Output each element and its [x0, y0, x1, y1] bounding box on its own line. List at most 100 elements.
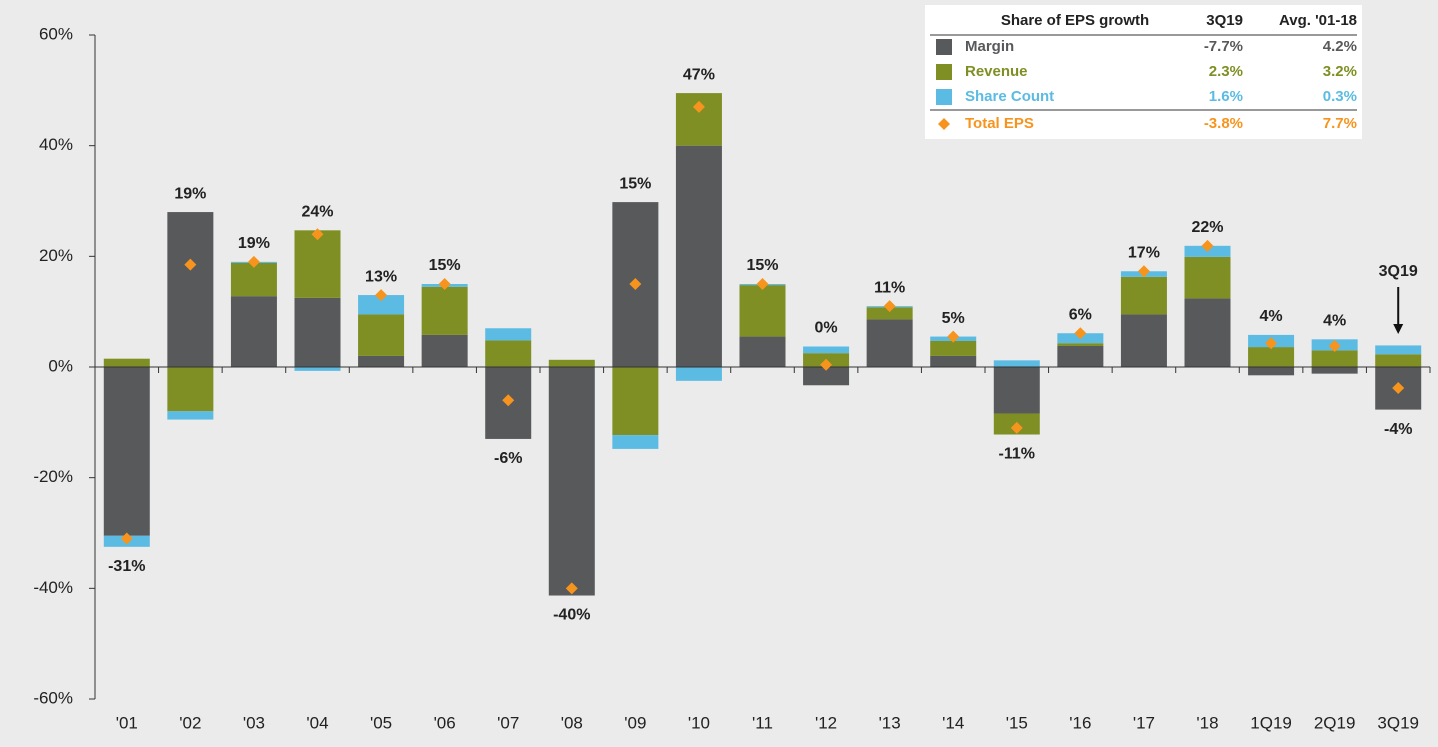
total-marker	[247, 255, 260, 268]
bar-segment	[167, 212, 214, 367]
x-tick-label: '09	[624, 713, 646, 732]
bar-segment	[167, 411, 214, 420]
data-label: 15%	[619, 175, 651, 192]
bar-segment	[1375, 345, 1422, 355]
table-value: 4.2%	[1323, 38, 1357, 55]
total-marker	[438, 278, 451, 290]
bar-segment	[230, 262, 277, 297]
y-tick-label: -20%	[33, 467, 73, 486]
bar-segment	[294, 230, 341, 298]
x-tick-label: '11	[752, 713, 773, 732]
bar-segment	[485, 328, 532, 341]
x-tick-label: '13	[879, 713, 901, 732]
y-tick-label: -40%	[33, 578, 73, 597]
data-label: -11%	[999, 446, 1035, 463]
data-label: -31%	[108, 558, 145, 575]
y-tick-label: 20%	[39, 246, 73, 265]
x-tick-label: 3Q19	[1377, 713, 1419, 732]
data-label: 13%	[365, 268, 397, 285]
table-value: 3.2%	[1323, 63, 1357, 80]
bar-segment	[612, 435, 659, 449]
x-tick-label: '18	[1196, 713, 1218, 732]
total-marker	[756, 278, 769, 290]
total-marker	[947, 330, 960, 343]
data-label: 0%	[815, 320, 838, 337]
y-tick-label: 0%	[48, 356, 73, 375]
data-label: 6%	[1069, 306, 1092, 323]
bar-segment	[167, 367, 214, 412]
table-header: Share of EPS growth	[1001, 12, 1149, 29]
x-tick-label: '04	[306, 713, 328, 732]
x-tick-label: '14	[942, 713, 964, 732]
bar-segment	[866, 319, 913, 367]
table-value: 2.3%	[1209, 63, 1243, 80]
x-tick-label: '02	[179, 713, 201, 732]
bar-segment	[548, 359, 595, 367]
annotation-arrowhead	[1393, 324, 1404, 334]
total-marker	[629, 278, 642, 290]
x-tick-label: '10	[688, 713, 710, 732]
y-tick-label: -60%	[33, 688, 73, 707]
x-tick-label: 1Q19	[1250, 713, 1292, 732]
legend-marker	[938, 118, 950, 130]
bar-segment	[1375, 354, 1422, 367]
bar-segment	[548, 367, 595, 596]
bar-segment	[1120, 314, 1167, 367]
legend-table	[925, 5, 1362, 139]
x-tick-label: '15	[1006, 713, 1028, 732]
total-marker	[820, 358, 833, 371]
bar-segment	[1184, 298, 1231, 367]
bar-segment	[1120, 276, 1167, 315]
data-label: 19%	[238, 235, 270, 252]
bar-segment	[1184, 256, 1231, 299]
total-marker	[1328, 339, 1341, 352]
bar-segment	[1248, 347, 1295, 367]
data-label: 24%	[301, 204, 333, 221]
data-label: 22%	[1191, 219, 1223, 236]
bar-segment	[803, 367, 850, 386]
data-label: 4%	[1323, 313, 1346, 330]
table-value: -3.8%	[1204, 115, 1243, 132]
total-marker	[883, 300, 896, 313]
data-label: -40%	[553, 607, 590, 624]
data-label: 4%	[1260, 308, 1283, 325]
x-tick-label: '06	[434, 713, 456, 732]
y-tick-label: 40%	[39, 135, 73, 154]
table-value: 0.3%	[1323, 88, 1357, 105]
total-marker	[1392, 382, 1405, 395]
legend-label: Margin	[965, 38, 1014, 55]
total-marker	[1201, 239, 1214, 252]
bar-segment	[103, 367, 150, 536]
x-tick-label: '05	[370, 713, 392, 732]
bar-segment	[358, 355, 405, 367]
bar-segment	[1248, 367, 1295, 376]
bar-segment	[739, 285, 786, 337]
data-label: -6%	[494, 450, 522, 467]
data-label: 11%	[874, 279, 905, 296]
bar-segment	[1057, 343, 1104, 346]
table-value: 1.6%	[1209, 88, 1243, 105]
total-marker	[502, 394, 515, 407]
data-label: 5%	[942, 310, 965, 327]
bar-segment	[294, 367, 341, 371]
annotation: 3Q19	[1379, 263, 1418, 280]
total-marker	[120, 532, 133, 545]
data-label: 15%	[746, 257, 778, 274]
legend-swatch	[936, 89, 952, 105]
bar-segment	[421, 286, 468, 335]
bar-segment	[739, 336, 786, 367]
x-tick-label: '17	[1133, 713, 1155, 732]
total-marker	[1074, 327, 1087, 340]
total-marker	[375, 289, 388, 302]
bar-segment	[294, 297, 341, 367]
data-label: -4%	[1384, 421, 1412, 438]
bar-segment	[930, 340, 977, 356]
table-value: -7.7%	[1204, 38, 1243, 55]
x-tick-label: '01	[116, 713, 138, 732]
data-label: 19%	[174, 185, 206, 202]
x-tick-label: 2Q19	[1314, 713, 1356, 732]
bar-segment	[1057, 345, 1104, 367]
bar-segment	[358, 295, 405, 315]
total-marker	[1137, 265, 1150, 278]
